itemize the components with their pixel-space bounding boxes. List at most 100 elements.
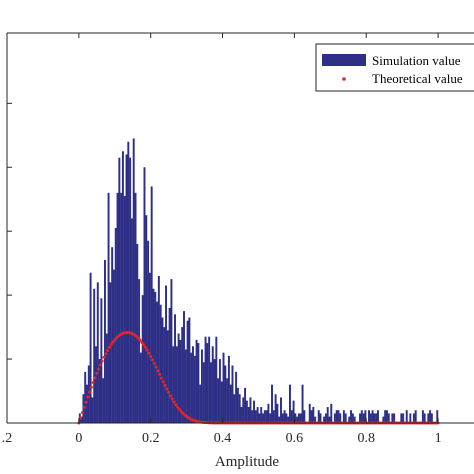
bar — [262, 413, 264, 423]
bar — [269, 413, 272, 423]
bar — [303, 410, 306, 423]
bar — [217, 378, 220, 423]
bar — [339, 413, 342, 423]
bar — [224, 365, 227, 423]
theory-point — [109, 343, 113, 347]
bar — [319, 413, 322, 423]
bar — [123, 196, 126, 423]
bar — [116, 192, 119, 423]
bar — [127, 141, 130, 423]
x-tick-label: 1 — [435, 431, 442, 446]
bar — [409, 413, 412, 423]
bar — [143, 167, 146, 423]
bar — [165, 285, 168, 423]
bar — [154, 291, 157, 423]
bar — [179, 339, 182, 423]
bar — [125, 154, 128, 424]
theory-point — [165, 387, 169, 391]
bar — [333, 413, 336, 423]
theory-point — [177, 408, 181, 412]
bar — [208, 336, 211, 423]
bar — [240, 407, 243, 423]
bar — [197, 343, 200, 423]
bar — [192, 346, 194, 423]
bar — [220, 381, 223, 423]
theory-point — [106, 349, 110, 352]
bar — [227, 355, 230, 423]
bar — [254, 410, 257, 423]
bar — [213, 359, 216, 423]
bar — [177, 333, 180, 423]
theory-point — [138, 338, 142, 342]
bar — [188, 317, 191, 423]
theory-point — [158, 372, 162, 376]
bar — [324, 413, 327, 423]
bar — [93, 288, 96, 423]
theory-point — [161, 380, 165, 384]
bar — [393, 413, 396, 423]
bar — [430, 413, 433, 423]
theory-point — [113, 338, 117, 342]
bar — [350, 410, 353, 423]
simulation-bars — [78, 138, 439, 424]
bar — [98, 359, 101, 423]
theory-point — [104, 352, 108, 356]
bar — [301, 384, 304, 423]
bar — [150, 186, 153, 423]
bar — [147, 240, 150, 423]
bar — [156, 301, 159, 423]
bar — [276, 403, 279, 423]
theory-point — [150, 358, 154, 362]
bar — [245, 400, 248, 423]
bar — [289, 384, 291, 423]
bar — [157, 275, 160, 423]
legend-simulation-label: Simulation value — [372, 53, 461, 68]
bar — [297, 413, 300, 423]
x-tick-label: 0.4 — [214, 431, 232, 446]
bar — [280, 397, 282, 423]
bar — [312, 407, 315, 423]
bar — [335, 410, 338, 423]
bar — [423, 413, 426, 423]
bar — [168, 307, 171, 423]
bar — [436, 410, 439, 423]
bar — [427, 413, 430, 423]
bar — [102, 378, 105, 423]
bar — [342, 410, 345, 423]
bar — [328, 416, 331, 423]
theory-point — [152, 361, 156, 365]
bar — [271, 384, 273, 423]
theory-point — [89, 385, 93, 389]
bar — [405, 410, 408, 423]
theory-point — [145, 348, 149, 352]
bar — [181, 327, 184, 423]
bar — [281, 413, 284, 423]
legend-theory-label: Theoretical value — [372, 71, 463, 86]
bar — [256, 407, 259, 423]
bar — [82, 394, 85, 423]
bar — [292, 400, 295, 423]
bar — [317, 410, 320, 423]
bar — [84, 371, 87, 423]
bar — [96, 282, 99, 423]
bar — [249, 397, 252, 423]
bar — [330, 403, 333, 423]
bar — [190, 352, 193, 423]
bar — [86, 384, 88, 423]
bar — [87, 365, 90, 423]
bar — [145, 215, 148, 423]
bar — [112, 269, 115, 423]
bar — [429, 410, 432, 423]
bar — [161, 317, 164, 423]
bar — [109, 282, 112, 423]
bar — [193, 355, 196, 423]
x-tick-label: .2 — [2, 431, 13, 446]
bar — [421, 410, 424, 423]
bar — [253, 400, 256, 423]
bar — [89, 272, 92, 423]
theory-point — [156, 369, 160, 373]
bar — [111, 247, 114, 423]
bar — [211, 346, 214, 423]
bar — [206, 343, 209, 423]
theory-point — [140, 340, 144, 344]
